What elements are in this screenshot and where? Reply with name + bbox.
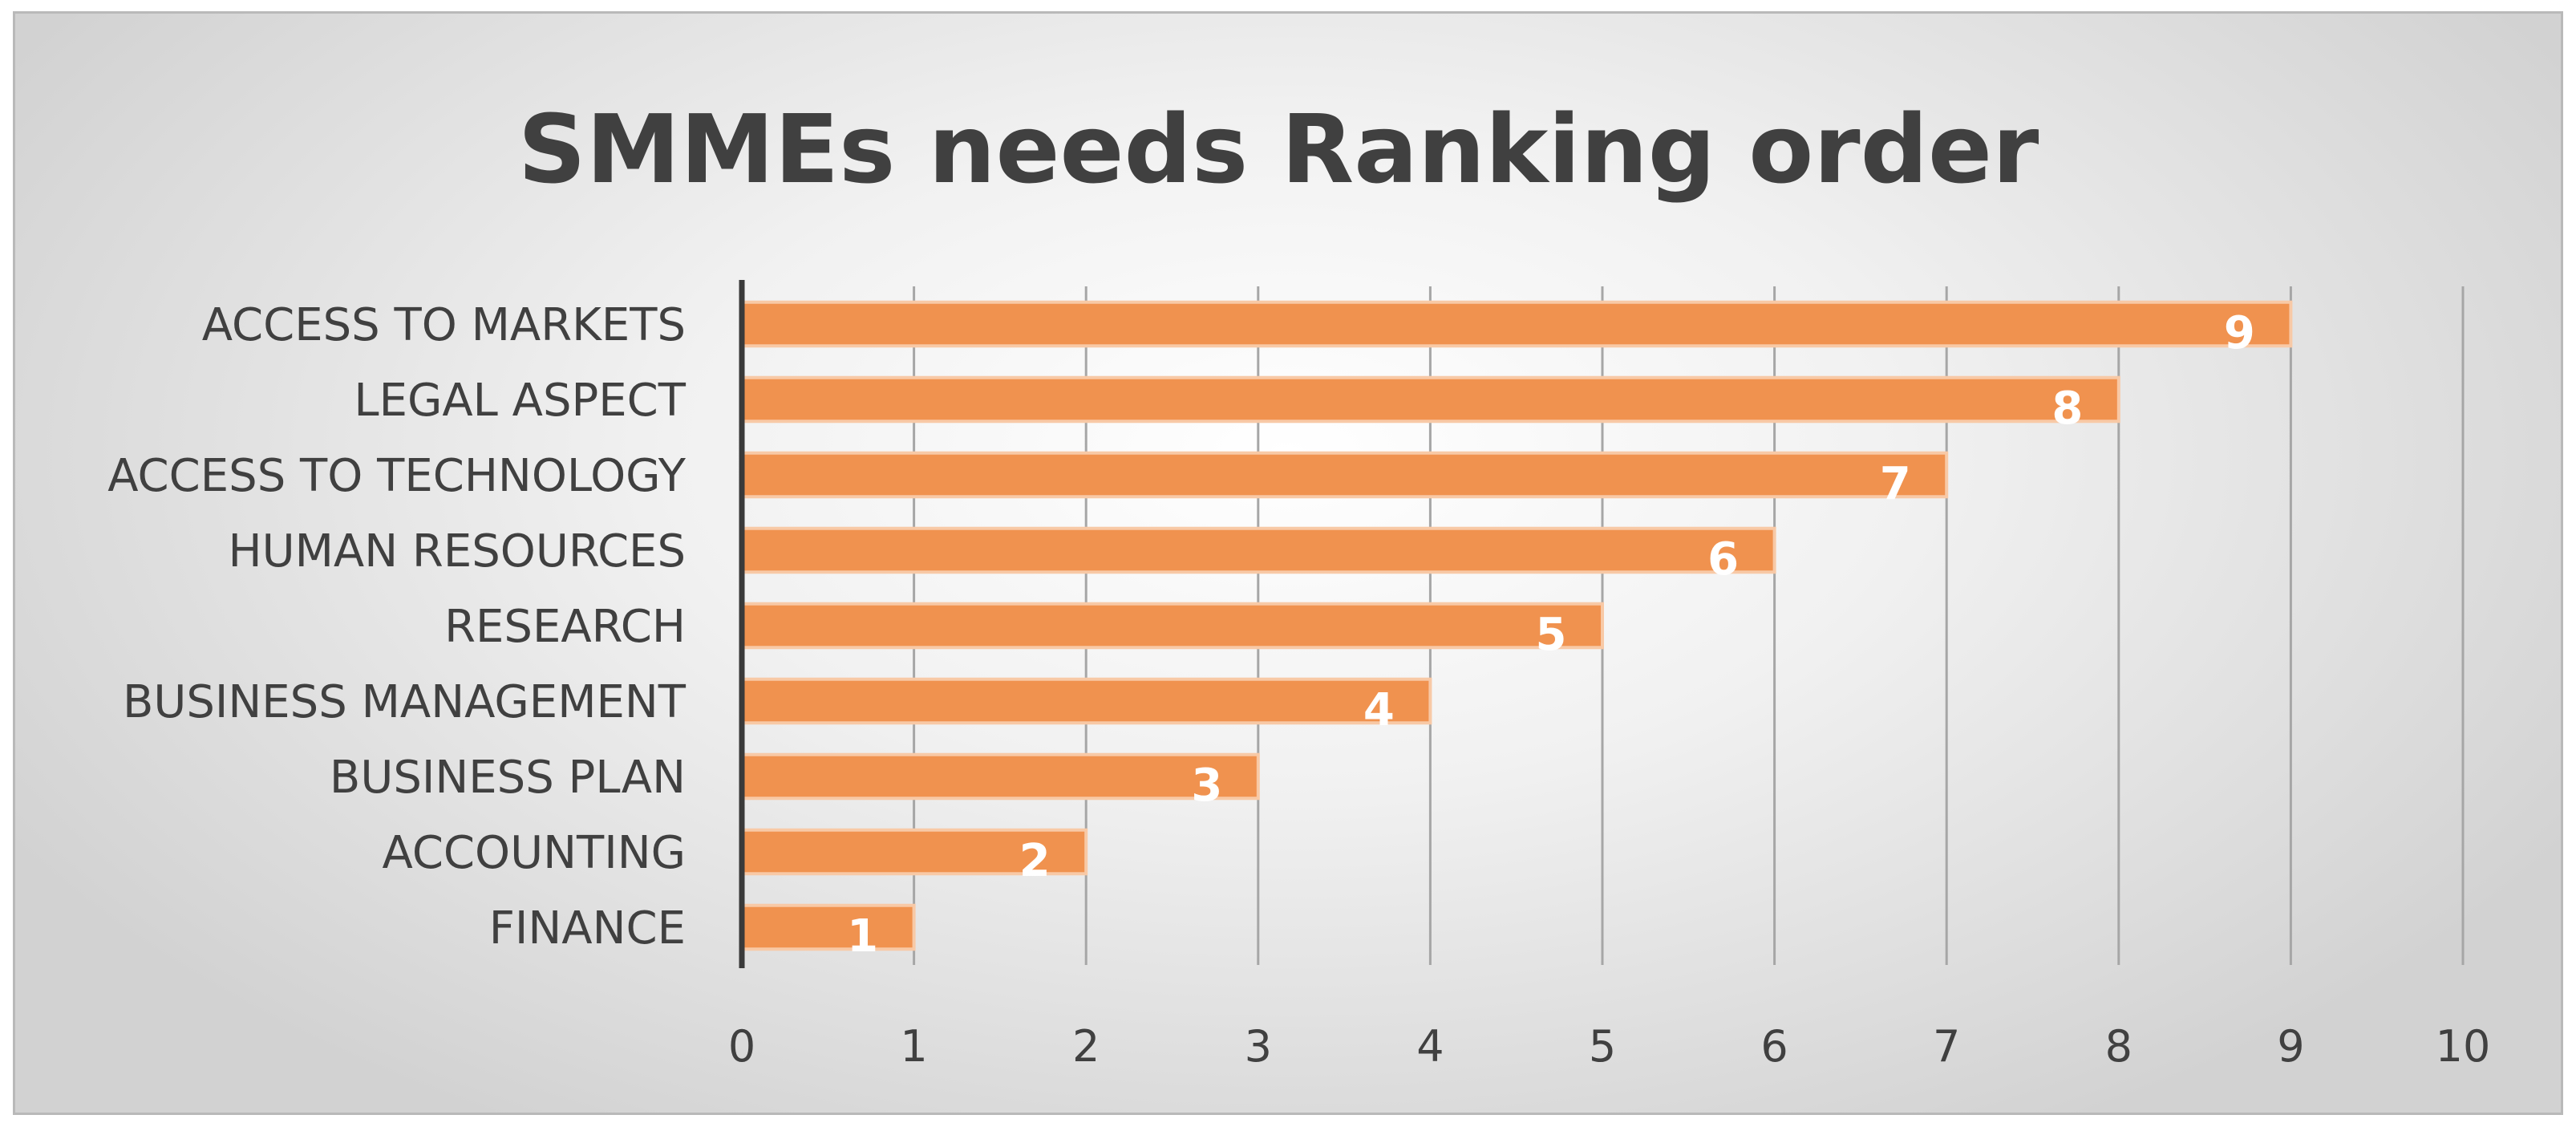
bar [740,375,2120,424]
x-tick-label: 3 [1245,1021,1272,1072]
category-label: ACCESS TO MARKETS [202,299,686,351]
x-tick-label: 2 [1072,1021,1100,1072]
category-label: BUSINESS PLAN [330,752,686,804]
bar [740,602,1604,650]
x-tick-label: 9 [2277,1021,2304,1072]
chart-title: SMMEs needs Ranking order [518,94,2039,205]
data-label: 7 [1880,458,1911,510]
bar [740,752,1260,801]
data-label: 8 [2051,383,2083,435]
x-tick-label: 6 [1760,1021,1788,1072]
bars [740,300,2293,951]
x-tick-label: 7 [1933,1021,1960,1072]
x-tick-label: 8 [2105,1021,2132,1072]
x-tick-label: 1 [900,1021,927,1072]
category-label: HUMAN RESOURCES [229,525,686,578]
category-labels: ACCESS TO MARKETS LEGAL ASPECT ACCESS TO T… [107,299,687,955]
x-tick-label: 5 [1589,1021,1616,1072]
bar [740,451,1949,499]
chart: ACCESS TO MARKETS LEGAL ASPECT ACCESS TO T… [107,94,2491,1072]
category-label: BUSINESS MANAGEMENT [123,676,687,728]
category-label: FINANCE [489,902,686,955]
x-tick-labels: 0 1 2 3 4 5 6 7 8 9 10 [728,1021,2491,1072]
data-label: 1 [847,910,878,963]
data-label: 3 [1191,760,1222,812]
data-label: 4 [1363,684,1395,736]
x-tick-label: 0 [728,1021,755,1072]
data-labels: 9 8 7 6 5 4 3 2 1 [847,307,2255,963]
category-label: ACCESS TO TECHNOLOGY [107,450,687,502]
bar [740,828,1088,876]
bar [740,677,1432,725]
bar [740,300,2293,348]
category-label: ACCOUNTING [383,827,687,879]
bar [740,526,1776,574]
data-label: 2 [1019,835,1051,887]
x-tick-label: 4 [1416,1021,1444,1072]
x-tick-label: 10 [2436,1021,2491,1072]
category-label: RESEARCH [444,601,686,653]
data-label: 5 [1536,609,1567,661]
bar [740,903,916,951]
chart-frame: ACCESS TO MARKETS LEGAL ASPECT ACCESS TO T… [13,11,2563,1115]
data-label: 6 [1707,533,1739,586]
category-label: LEGAL ASPECT [354,375,686,427]
data-label: 9 [2224,307,2255,359]
